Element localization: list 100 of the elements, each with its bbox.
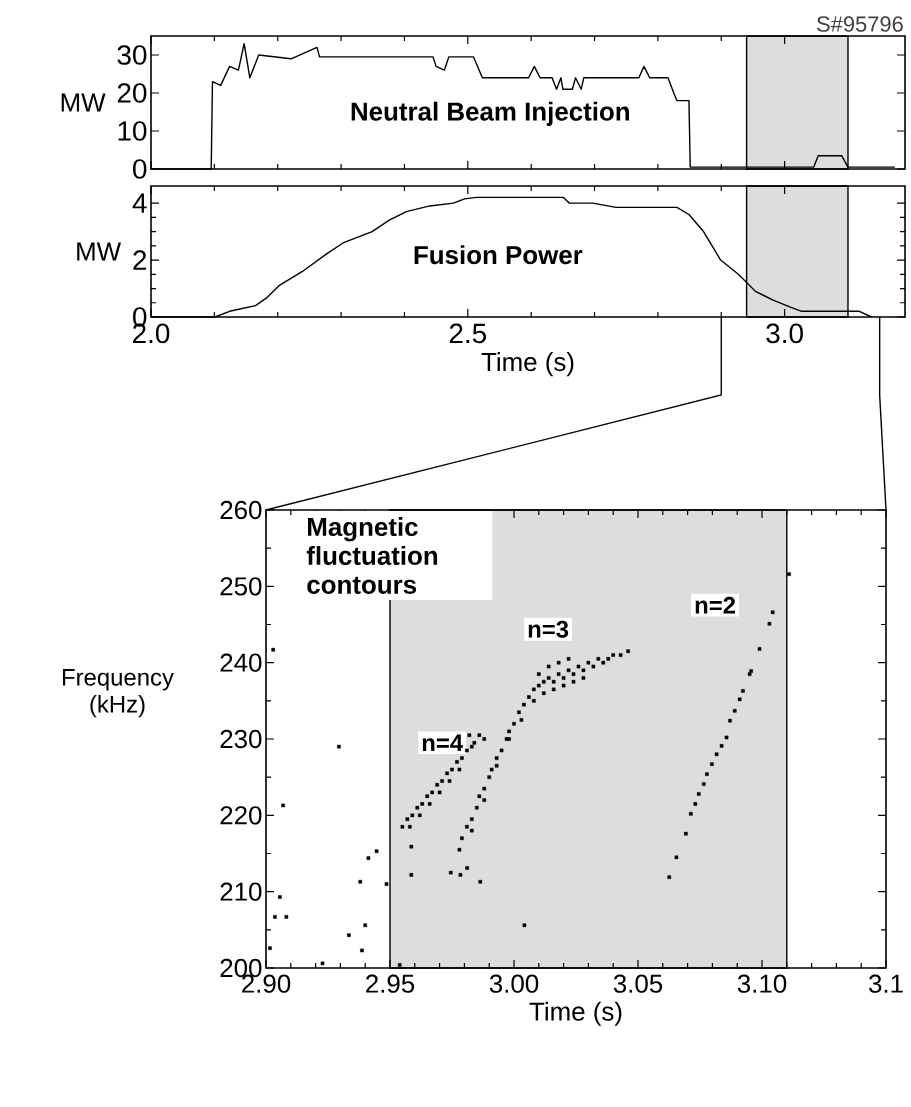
point [408,825,412,829]
point [737,697,742,702]
point [360,948,364,953]
point [363,923,367,928]
point [757,647,762,651]
point [271,647,275,652]
x-tick-label: 2.5 [449,323,487,344]
x-tick-label: 3.1 [868,974,903,993]
point [465,825,469,829]
point [728,718,732,723]
point [447,779,452,783]
point [507,737,511,741]
point [427,802,432,806]
point [724,735,729,740]
point [467,733,472,737]
point [689,812,693,816]
point [667,875,672,879]
point [268,946,272,950]
point [470,817,474,821]
point [460,836,464,841]
point [576,664,581,669]
point [409,873,414,877]
text: Fusion Power [414,245,583,265]
point [440,779,444,783]
point [714,752,719,757]
point [522,923,527,928]
point [320,961,325,966]
point [537,672,541,676]
x-axis-title: Time (s) [481,352,574,377]
point [487,775,491,779]
point [674,855,679,860]
point [532,699,536,703]
y-tick-label: 2 [133,250,147,270]
point [482,737,487,741]
point [696,792,701,796]
point [767,621,772,626]
point [581,676,586,680]
series-label: n=4 [422,734,463,752]
point [546,676,551,680]
point [448,870,453,875]
point [482,798,487,802]
point [494,756,499,760]
point [601,660,606,665]
point [410,813,415,818]
point [420,802,425,806]
point [273,915,277,919]
point [519,718,524,722]
point [618,653,623,657]
point [581,668,586,673]
point [684,831,688,836]
point [710,762,714,766]
point [556,672,561,676]
point [551,687,556,692]
point [430,790,434,795]
point [787,572,791,576]
point [278,895,282,899]
point [455,760,459,764]
point [425,794,429,799]
point [561,676,566,680]
point [546,664,551,669]
point [747,672,752,676]
point [281,803,285,808]
point [400,825,405,829]
point [770,610,775,615]
x-tick-label: 3.00 [489,974,539,993]
point [556,660,561,665]
point [366,856,371,860]
point [522,702,526,707]
point [465,866,469,870]
point [457,847,462,852]
point [541,679,546,684]
y-axis-title: Frequency (kHz) [62,669,174,718]
point [458,873,463,877]
y-tick-label: 4 [132,193,147,213]
y-tick-label: 230 [220,729,262,749]
point [374,849,379,854]
point [435,783,439,787]
point [477,733,482,737]
point [566,668,571,673]
point [478,879,483,884]
point [541,691,546,696]
text: S#95796 [817,16,903,32]
point [337,744,341,749]
y-tick-label: 250 [220,577,262,596]
point [347,933,351,937]
point [472,741,477,745]
y-tick-label: 30 [117,45,147,65]
point [732,708,737,713]
x-tick-label: 2.95 [366,974,415,993]
series-label: n=3 [528,620,569,638]
point [405,817,410,821]
point [499,748,504,753]
point [566,657,571,661]
point [415,805,420,810]
point [512,721,516,726]
point [527,695,531,699]
point [741,689,745,693]
point [482,786,487,791]
point [358,879,363,884]
point [504,737,509,741]
